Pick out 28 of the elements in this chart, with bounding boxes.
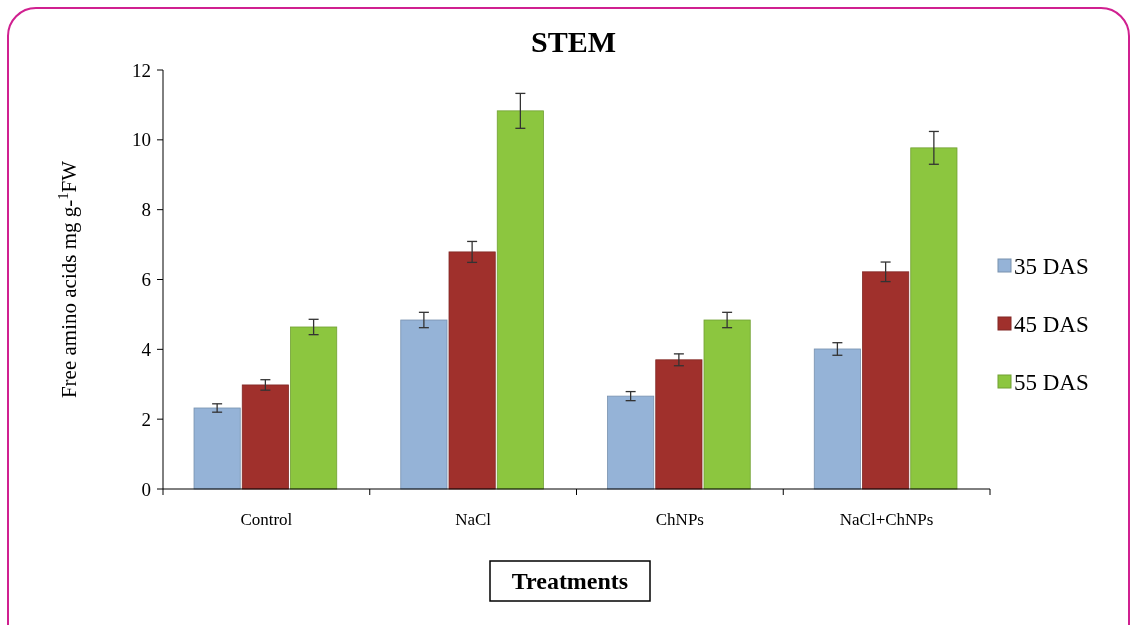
bar	[241, 384, 289, 490]
x-axis-title: Treatments	[511, 568, 629, 594]
bar	[813, 348, 861, 490]
chart-title: STEM	[530, 25, 617, 58]
bar	[400, 319, 448, 490]
bar	[448, 251, 496, 490]
y-tick-label: 4	[141, 338, 152, 360]
x-tick-label: NaCl	[455, 510, 492, 529]
y-tick-label: 6	[141, 269, 151, 291]
bar	[862, 271, 910, 490]
legend-label: 45 DAS	[1014, 312, 1089, 338]
x-tick-label: NaCl+ChNPs	[839, 510, 934, 529]
y-tick-label: 8	[141, 199, 151, 221]
x-tick-label: ChNPs	[655, 510, 704, 529]
bar	[910, 147, 958, 490]
legend-label: 55 DAS	[1014, 370, 1089, 396]
bar	[496, 110, 544, 490]
y-tick-label: 10	[132, 129, 151, 151]
bar	[290, 326, 338, 490]
y-tick-label: 0	[141, 478, 151, 500]
bar	[193, 407, 241, 490]
bar	[655, 359, 703, 490]
y-tick-label: 12	[132, 59, 151, 81]
bar	[703, 319, 751, 490]
legend-label: 35 DAS	[1014, 254, 1089, 280]
x-tick-label: Control	[240, 510, 293, 529]
y-tick-label: 2	[141, 408, 151, 430]
bar	[607, 395, 655, 490]
